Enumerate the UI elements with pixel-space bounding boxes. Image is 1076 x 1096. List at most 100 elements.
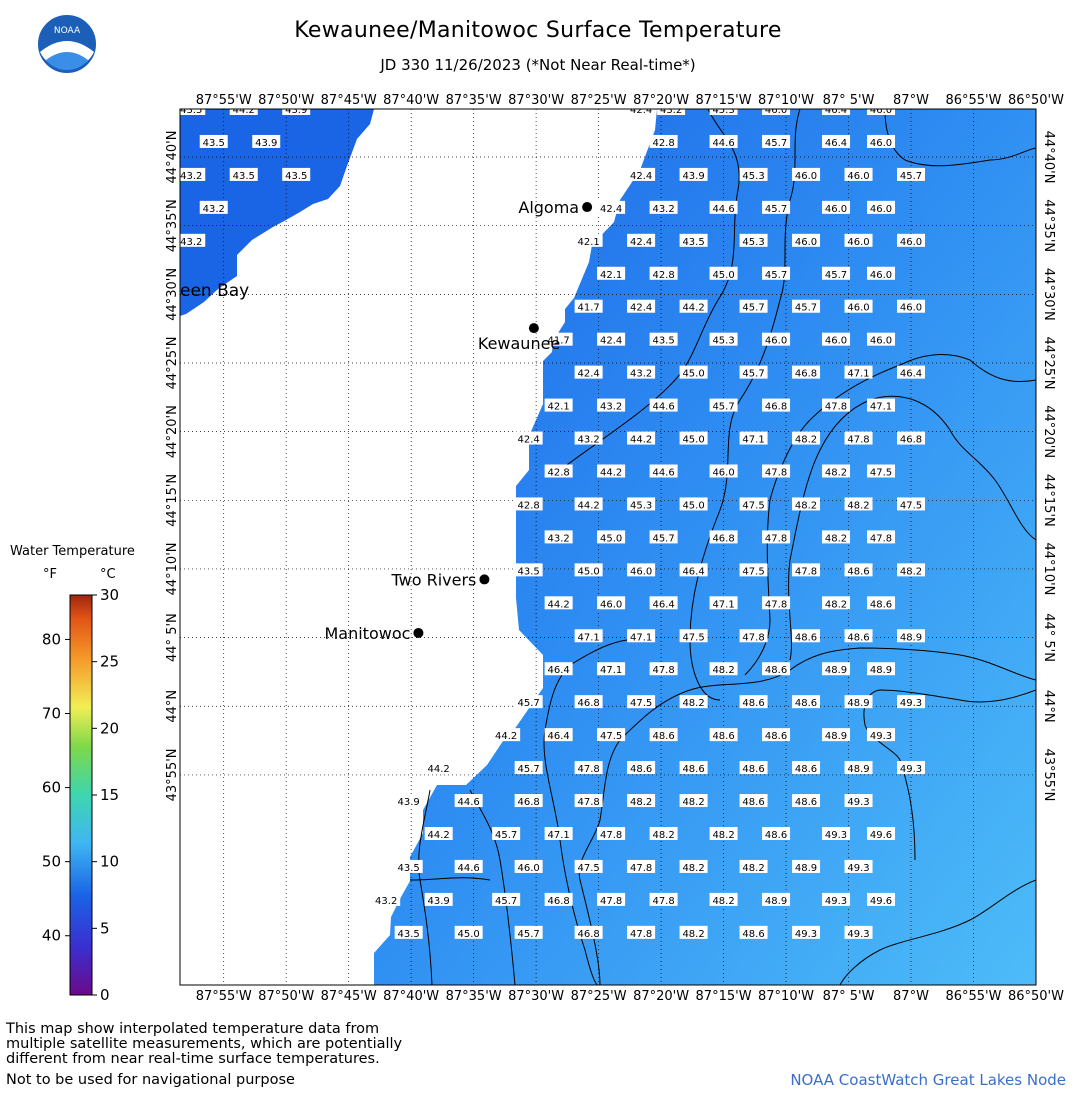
temperature-label: 49.3 [867,728,896,742]
place-marker [413,627,424,638]
svg-text:45.7: 45.7 [765,270,787,281]
temperature-label: 45.7 [822,266,851,281]
temperature-label: 46.0 [867,266,896,281]
svg-text:49.3: 49.3 [847,863,869,874]
svg-text:46.4: 46.4 [682,566,704,577]
temperature-label: 46.4 [897,365,926,380]
temperature-label: 43.2 [180,167,206,182]
svg-text:48.6: 48.6 [712,731,734,742]
temperature-label: 49.3 [822,892,851,907]
svg-text:48.2: 48.2 [712,665,734,676]
green-bay-label: een Bay [180,281,249,301]
svg-text:42.4: 42.4 [600,336,622,347]
place-marker [582,202,593,213]
temperature-label: 46.0 [844,299,873,314]
temperature-label: 48.6 [739,794,768,808]
svg-text:49.6: 49.6 [870,896,892,907]
temperature-label: 46.0 [867,134,896,149]
temperature-label: 48.2 [679,925,708,940]
svg-text:48.6: 48.6 [870,599,892,610]
temperature-label: 42.8 [544,464,573,478]
svg-text:47.8: 47.8 [765,467,787,478]
temperature-label: 45.3 [709,332,738,347]
svg-text:41.7: 41.7 [547,336,569,347]
temperature-label: 47.8 [574,761,603,775]
svg-text:46.0: 46.0 [765,336,787,347]
svg-text:47.8: 47.8 [600,896,622,907]
temperature-label: 45.7 [492,826,521,841]
legend-unit-f: °F [43,567,57,582]
svg-text:46.0: 46.0 [870,204,892,215]
svg-text:NOAA: NOAA [54,26,81,36]
lon-label-top: 87°30'W [508,93,564,108]
temperature-label: 43.5 [199,134,228,149]
temperature-label: 47.5 [597,728,626,742]
svg-text:42.1: 42.1 [600,270,622,281]
temperature-label: 47.8 [597,826,626,841]
svg-text:47.5: 47.5 [870,467,892,478]
legend-label-c: 30 [100,586,119,604]
temperature-label: 44.2 [492,728,521,742]
temperature-label: 47.8 [574,794,603,808]
lon-label-top: 87°45'W [321,93,377,108]
svg-text:49.3: 49.3 [900,764,922,775]
temperature-label: 44.2 [229,109,258,116]
temperature-label: 48.2 [897,563,926,577]
temperature-labels: 43.5 44.2 43.9 42.4 43.2 45.3 46.0 46.4 46.0 43.5… [180,105,926,940]
svg-text:47.1: 47.1 [547,830,569,841]
temperature-label: 47.8 [792,563,821,577]
temperature-label: 45.0 [679,497,708,511]
lat-label-left: 44°25'N [165,337,180,390]
legend-label-c: 25 [100,653,119,671]
temperature-label: 44.6 [454,794,483,808]
temperature-label: 42.4 [597,200,626,215]
svg-text:48.9: 48.9 [900,632,922,643]
temperature-label: 43.2 [657,109,686,116]
lon-label-top: 86°55'W [945,93,1001,108]
temperature-label: 45.3 [739,233,768,248]
svg-text:43.5: 43.5 [398,929,420,940]
svg-text:45.0: 45.0 [682,435,704,446]
svg-text:46.0: 46.0 [847,237,869,248]
svg-text:45.7: 45.7 [742,369,764,380]
svg-text:45.3: 45.3 [712,105,734,116]
temperature-label: 48.9 [792,859,821,874]
svg-text:46.0: 46.0 [630,566,652,577]
svg-text:48.2: 48.2 [652,830,674,841]
svg-text:44.2: 44.2 [630,435,652,446]
temperature-label: 46.0 [822,200,851,215]
svg-text:42.1: 42.1 [547,402,569,413]
temperature-label: 43.9 [252,134,281,149]
svg-text:48.6: 48.6 [742,797,764,808]
svg-text:48.9: 48.9 [847,764,869,775]
svg-text:45.0: 45.0 [600,533,622,544]
credit-line: NOAA CoastWatch Great Lakes Node [790,1071,1066,1089]
svg-text:48.2: 48.2 [900,566,922,577]
svg-text:46.8: 46.8 [712,533,734,544]
svg-text:48.9: 48.9 [795,863,817,874]
svg-text:43.9: 43.9 [428,896,450,907]
temperature-label: 49.6 [867,826,896,841]
lon-label-bottom: 87°40'W [383,989,439,1004]
svg-text:46.0: 46.0 [795,171,817,182]
lon-label-bottom: 87°45'W [321,989,377,1004]
lat-label-left: 43°55'N [165,748,180,801]
lon-label-bottom: 87° 5'W [823,989,875,1004]
svg-text:45.0: 45.0 [712,270,734,281]
temperature-label: 42.4 [627,233,656,248]
svg-text:48.2: 48.2 [682,863,704,874]
temperature-label: 49.3 [822,826,851,841]
temperature-label: 48.2 [679,794,708,808]
temperature-label: 48.6 [792,695,821,709]
svg-text:47.8: 47.8 [630,929,652,940]
temperature-label: 42.4 [627,299,656,314]
temperature-label: 46.0 [867,332,896,347]
temperature-label: 47.1 [574,629,603,643]
temperature-label: 43.5 [282,167,311,182]
temperature-label: 42.4 [514,431,543,446]
place-label: Kewaunee [478,334,560,353]
svg-text:44.2: 44.2 [495,731,517,742]
svg-text:47.8: 47.8 [630,863,652,874]
svg-text:46.0: 46.0 [870,138,892,149]
svg-text:47.8: 47.8 [847,435,869,446]
